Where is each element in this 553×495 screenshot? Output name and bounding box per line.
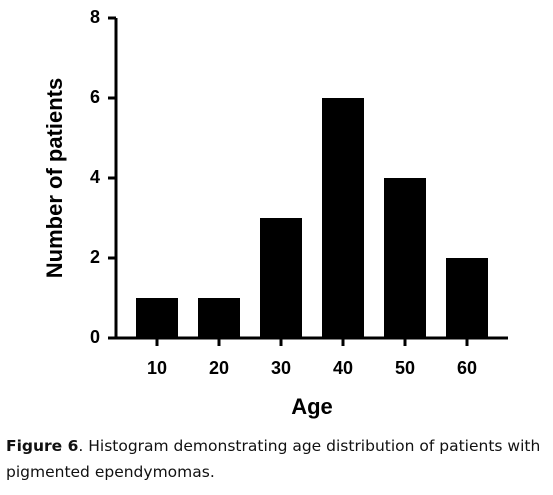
bar (446, 258, 488, 338)
bar (198, 298, 240, 338)
y-tick-label: 2 (90, 247, 100, 267)
y-tick-label: 6 (90, 87, 100, 107)
x-axis-title: Age (291, 394, 333, 419)
caption-label: Figure 6 (6, 437, 79, 455)
bar (136, 298, 178, 338)
caption-text: . Histogram demonstrating age distributi… (6, 437, 541, 481)
bar (384, 178, 426, 338)
x-tick-label: 40 (333, 358, 353, 378)
y-tick-label: 4 (90, 167, 100, 187)
y-axis-title: Number of patients (42, 78, 67, 278)
x-tick-label: 50 (395, 358, 415, 378)
y-tick-label: 8 (90, 7, 100, 27)
x-tick-label: 10 (147, 358, 167, 378)
bar (260, 218, 302, 338)
x-tick-label: 60 (457, 358, 477, 378)
caption: Figure 6. Histogram demonstrating age di… (6, 433, 551, 485)
x-tick-label: 20 (209, 358, 229, 378)
bar (322, 98, 364, 338)
chart: Age Number of patients 0 2 4 6 8 10 20 30 40 50 60 (42, 7, 508, 419)
x-tick-label: 30 (271, 358, 291, 378)
y-tick-label: 0 (90, 327, 100, 347)
